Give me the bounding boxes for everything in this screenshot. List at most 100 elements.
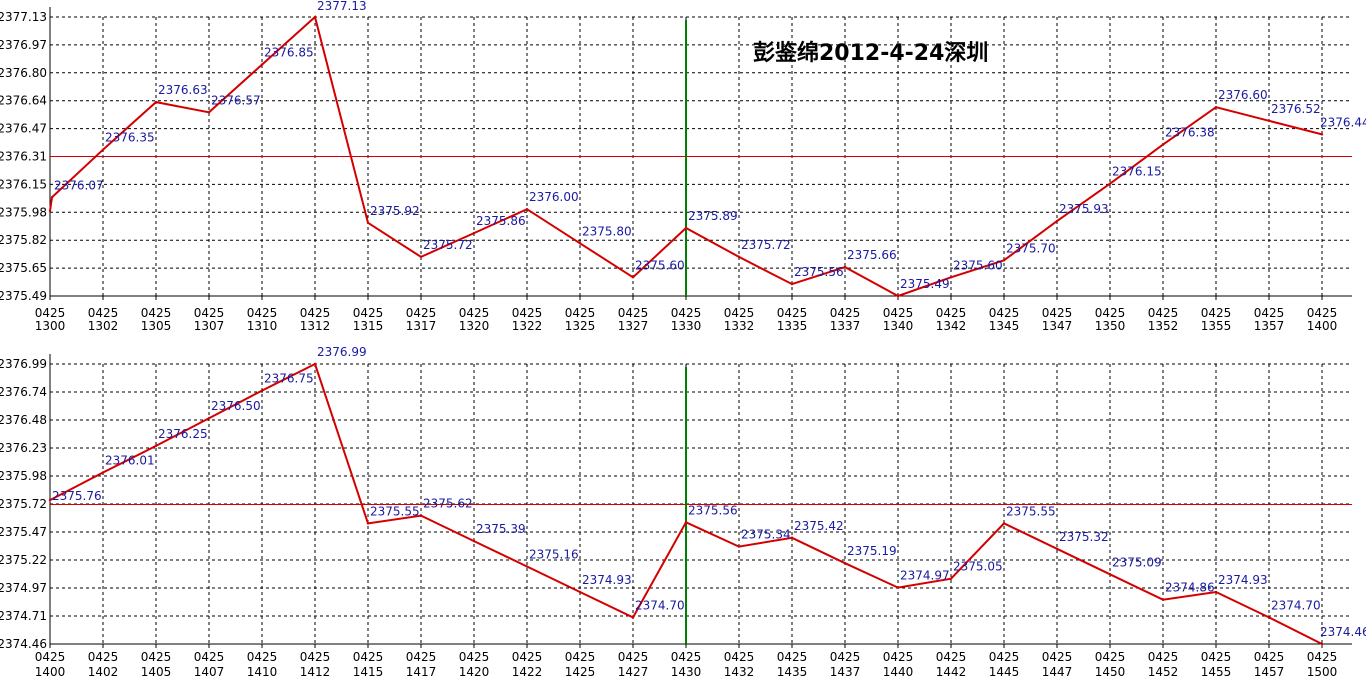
x-tick-label-date: 0425 [300, 650, 331, 664]
x-tick-label-time: 1500 [1307, 665, 1338, 679]
x-tick-label-time: 1327 [618, 319, 649, 333]
x-tick-label-date: 0425 [1201, 650, 1232, 664]
data-point [684, 521, 688, 524]
data-label: 2376.52 [1271, 102, 1321, 116]
data-label: 2375.60 [635, 258, 685, 272]
data-label: 2376.38 [1165, 126, 1215, 140]
data-point [313, 362, 317, 366]
data-point [896, 294, 900, 298]
y-tick-label: 2376.64 [0, 94, 47, 108]
x-tick-label-date: 0425 [989, 650, 1020, 664]
data-point [578, 590, 582, 594]
data-label: 2376.07 [54, 178, 104, 192]
data-point [1320, 642, 1324, 646]
data-point [207, 111, 211, 114]
x-tick-label-date: 0425 [300, 306, 331, 320]
x-tick-label-time: 1340 [883, 319, 914, 333]
data-label: 2374.70 [1271, 598, 1321, 612]
x-tick-label-date: 0425 [671, 306, 702, 320]
x-tick-label-date: 0425 [247, 306, 278, 320]
data-point [1320, 133, 1324, 136]
data-point [154, 100, 158, 104]
x-tick-label-date: 0425 [936, 650, 967, 664]
chart-title: 彭鉴绵2012-4-24深圳 [753, 40, 988, 66]
x-tick-label-time: 1422 [512, 665, 543, 679]
x-tick-label-time: 1400 [35, 665, 66, 679]
y-tick-label: 2375.65 [0, 261, 47, 275]
data-label: 2375.09 [1112, 555, 1162, 569]
y-tick-label: 2376.99 [0, 357, 47, 371]
x-tick-label-date: 0425 [194, 650, 225, 664]
data-point [843, 265, 847, 269]
x-tick-label-time: 1330 [671, 319, 702, 333]
data-label: 2374.70 [635, 598, 685, 612]
data-point [1214, 590, 1218, 594]
x-tick-label-date: 0425 [936, 306, 967, 320]
data-label: 2376.50 [211, 399, 261, 413]
lower-panel: 2376.99 2376.74 2376.48 2376.23 2375.98 2375.… [0, 345, 1366, 679]
x-tick-label-time: 1435 [777, 665, 808, 679]
y-tick-label: 2375.49 [0, 289, 47, 303]
data-point [790, 536, 794, 539]
x-tick-label-time: 1420 [459, 665, 490, 679]
x-tick-label-time: 1412 [300, 665, 331, 679]
x-tick-label-time: 1335 [777, 319, 808, 333]
data-point [48, 498, 52, 502]
x-tick-label-date: 0425 [35, 306, 66, 320]
y-tick-label: 2375.98 [0, 205, 47, 219]
data-point [1108, 182, 1112, 185]
x-tick-label-date: 0425 [141, 306, 172, 320]
data-label: 2375.62 [423, 497, 473, 511]
data-point [525, 565, 529, 568]
x-tick-label-time: 1352 [1148, 319, 1179, 333]
data-point [472, 539, 476, 543]
data-label: 2376.85 [264, 46, 314, 60]
x-tick-label-time: 1415 [353, 665, 384, 679]
data-label: 2374.86 [1165, 581, 1215, 595]
x-tick-label-time: 1315 [353, 319, 384, 333]
data-label: 2375.80 [582, 224, 632, 238]
data-point [472, 231, 476, 235]
x-tick-label-date: 0425 [565, 306, 596, 320]
data-point [1267, 119, 1271, 122]
data-point [684, 226, 688, 230]
data-label: 2376.57 [211, 93, 261, 107]
x-tick-label-time: 1450 [1095, 665, 1126, 679]
x-tick-label-time: 1305 [141, 319, 172, 333]
y-tick-label: 2376.31 [0, 150, 47, 164]
x-tick-label-time: 1302 [88, 319, 119, 333]
x-tick-label-time: 1447 [1042, 665, 1073, 679]
x-tick-label-date: 0425 [830, 650, 861, 664]
x-tick-label-time: 1320 [459, 319, 490, 333]
x-tick-label-date: 0425 [724, 306, 755, 320]
x-tick-label-time: 1452 [1148, 665, 1179, 679]
data-point [949, 276, 953, 279]
data-label: 2374.93 [582, 573, 632, 587]
data-label: 2376.01 [105, 453, 155, 467]
data-point [1055, 219, 1059, 223]
x-tick-label-time: 1417 [406, 665, 437, 679]
x-tick-label-time: 1425 [565, 665, 596, 679]
x-tick-label-date: 0425 [1148, 650, 1179, 664]
x-tick-label-time: 1345 [989, 319, 1020, 333]
data-label: 2375.56 [688, 503, 738, 517]
x-tick-label-date: 0425 [353, 650, 384, 664]
x-tick-label-time: 1312 [300, 319, 331, 333]
data-point [790, 282, 794, 286]
x-tick-label-date: 0425 [88, 650, 119, 664]
x-tick-label-time: 1325 [565, 319, 596, 333]
x-tick-label-date: 0425 [35, 650, 66, 664]
data-point [631, 616, 635, 619]
x-tick-label-date: 0425 [671, 650, 702, 664]
data-label: 2375.39 [476, 522, 526, 536]
data-point [1055, 547, 1059, 551]
data-point [154, 444, 158, 448]
y-tick-label: 2376.97 [0, 38, 47, 52]
data-point [48, 209, 52, 213]
data-label: 2375.70 [1006, 241, 1056, 255]
data-point [1002, 522, 1006, 525]
x-tick-label-time: 1300 [35, 319, 66, 333]
data-label: 2375.16 [529, 548, 579, 562]
x-tick-label-date: 0425 [1201, 306, 1232, 320]
